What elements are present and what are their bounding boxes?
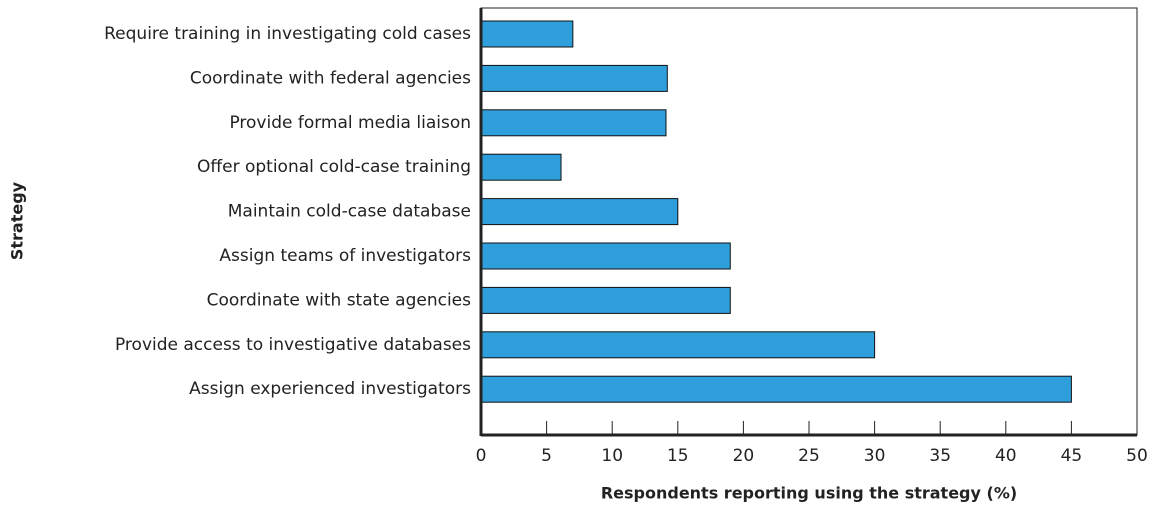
bar <box>480 198 679 226</box>
x-tick-label: 35 <box>929 446 951 466</box>
bar <box>480 242 731 270</box>
y-tick-label: Coordinate with state agencies <box>207 290 472 310</box>
bar <box>480 375 1072 403</box>
x-tick-label: 50 <box>1126 446 1148 466</box>
y-tick-label: Assign experienced investigators <box>189 379 471 399</box>
x-tick-label: 20 <box>733 446 755 466</box>
x-tick-label: 5 <box>541 446 552 466</box>
x-tick-label: 10 <box>601 446 623 466</box>
y-tick-label: Maintain cold-case database <box>228 202 471 222</box>
bar <box>480 64 668 92</box>
x-tick-label: 25 <box>798 446 820 466</box>
bar <box>480 109 667 137</box>
y-axis-title: Strategy <box>8 181 27 260</box>
x-tick-label: 0 <box>476 446 487 466</box>
y-tick-label: Provide access to investigative database… <box>115 335 471 355</box>
y-tick-label: Offer optional cold-case training <box>197 157 471 177</box>
y-tick-label: Require training in investigating cold c… <box>104 24 471 44</box>
bar <box>480 331 876 359</box>
x-tick-label: 45 <box>1061 446 1083 466</box>
y-tick-label: Provide formal media liaison <box>229 113 471 133</box>
bar <box>480 153 562 181</box>
x-tick-label: 30 <box>864 446 886 466</box>
x-axis-title: Respondents reporting using the strategy… <box>601 484 1017 503</box>
y-tick-label: Assign teams of investigators <box>219 246 471 266</box>
bar <box>480 20 574 48</box>
bar <box>480 286 731 314</box>
x-tick-label: 40 <box>995 446 1017 466</box>
y-tick-label: Coordinate with federal agencies <box>190 68 471 88</box>
x-tick-label: 15 <box>667 446 689 466</box>
